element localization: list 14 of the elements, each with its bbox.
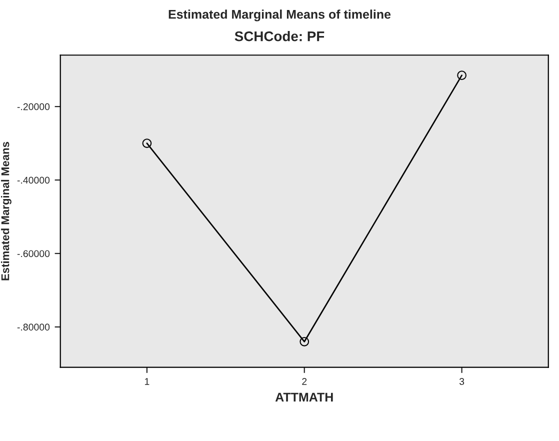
y-tick-label: -.80000 [17,324,50,331]
y-tick-label: -.40000 [17,176,50,184]
chart-title: Estimated Marginal Means of timeline [168,10,391,22]
point [457,70,466,80]
y-axis-title: Estimated Marginal Means [1,142,12,280]
point [142,138,152,148]
chart-subtitle: SCHCode: PF [234,31,324,42]
x-tick-label: 3 [459,378,464,385]
y-tick-label: -.60000 [17,250,50,258]
x-axis-title: ATTMATH [275,392,333,402]
x-tick-label: 1 [144,378,150,385]
x-tick-label: 2 [302,378,307,385]
y-tick-label: -.20000 [17,103,50,110]
point [300,336,310,346]
